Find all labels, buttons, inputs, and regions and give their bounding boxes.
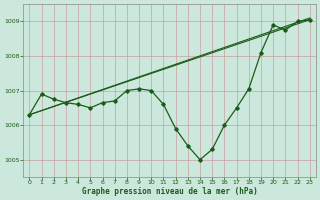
X-axis label: Graphe pression niveau de la mer (hPa): Graphe pression niveau de la mer (hPa) bbox=[82, 187, 257, 196]
